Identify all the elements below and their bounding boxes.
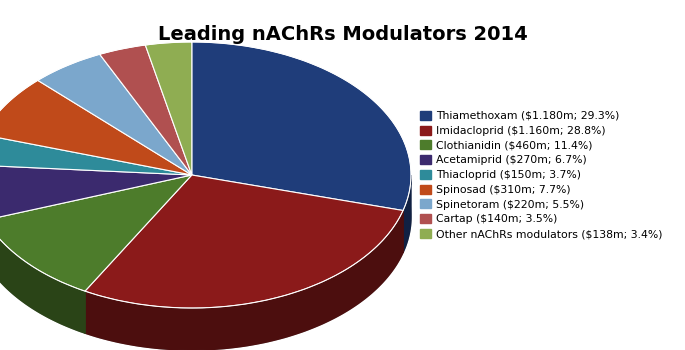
Polygon shape (85, 175, 403, 308)
Polygon shape (0, 165, 192, 220)
Polygon shape (38, 54, 192, 175)
Polygon shape (85, 210, 403, 350)
Polygon shape (0, 220, 85, 333)
Polygon shape (100, 45, 192, 175)
Polygon shape (0, 175, 192, 291)
Polygon shape (0, 80, 192, 175)
Polygon shape (192, 42, 411, 210)
Polygon shape (0, 135, 192, 175)
Polygon shape (403, 175, 411, 252)
Text: Leading nAChRs Modulators 2014: Leading nAChRs Modulators 2014 (158, 25, 527, 43)
Ellipse shape (0, 84, 411, 350)
Legend: Thiamethoxam ($1.180m; 29.3%), Imidacloprid ($1.160m; 28.8%), Clothianidin ($460: Thiamethoxam ($1.180m; 29.3%), Imidaclop… (416, 107, 666, 243)
Polygon shape (145, 42, 192, 175)
